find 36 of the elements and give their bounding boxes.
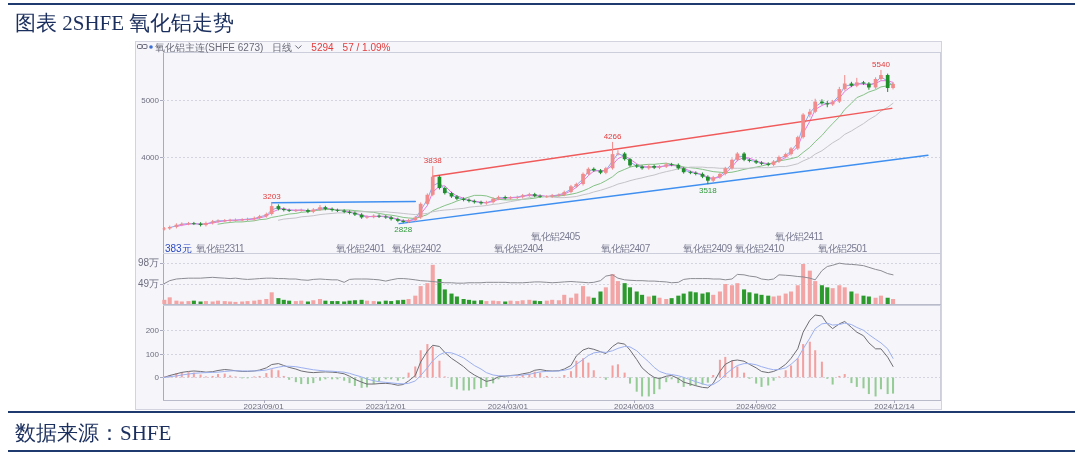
annotation: 3518	[698, 185, 718, 195]
y-tick-label: 49万	[137, 277, 159, 289]
annotation: 氧化铝2311	[196, 243, 245, 254]
annotation: 氧化铝2411	[775, 231, 824, 242]
x-tick-label: 2024/03/01	[487, 401, 529, 411]
annotation: 氧化铝2404	[494, 243, 544, 254]
text: 5294	[311, 41, 335, 53]
x-tick-label: 2024/09/02	[736, 401, 777, 411]
y-tick-label: 98万	[137, 257, 159, 269]
annotation: 2828	[394, 224, 413, 234]
chart-title: 图表 2SHFE 氧化铝走势	[15, 11, 235, 35]
x-tick-label: 2023/12/01	[365, 401, 407, 411]
y-tick-label: 5000	[141, 96, 160, 106]
annotation: 氧化铝2410	[735, 243, 785, 254]
y-tick-label: 200	[145, 325, 160, 335]
y-tick-label: 0	[154, 373, 160, 383]
y-tick-label: 4000	[141, 152, 160, 162]
annotation: 氧化铝2405	[531, 231, 581, 242]
x-tick-label: 2023/09/01	[243, 401, 285, 411]
x-tick-label: 2024/12/14	[874, 401, 915, 411]
y-tick-label: 100	[145, 349, 160, 359]
annotation: 4266	[603, 131, 623, 141]
x-tick-label: 2024/06/03	[614, 401, 655, 411]
annotation: 3838	[423, 156, 443, 166]
annotation: 氧化铝2402	[392, 243, 442, 254]
annotation: 383元	[165, 243, 192, 254]
text: 日线	[272, 41, 293, 53]
text: 57 / 1.09%	[342, 41, 391, 53]
annotation: 氧化铝2401	[336, 243, 386, 254]
annotation: 氧化铝2409	[683, 243, 733, 254]
annotation: 5540	[872, 59, 891, 69]
text: 氧化铝主连(SHFE 6273)	[155, 41, 264, 53]
source-note: 数据来源：SHFE	[15, 421, 172, 445]
annotation: 氧化铝2501	[818, 243, 868, 254]
annotation: 3203	[262, 191, 282, 201]
annotation: 氧化铝2407	[601, 243, 651, 254]
